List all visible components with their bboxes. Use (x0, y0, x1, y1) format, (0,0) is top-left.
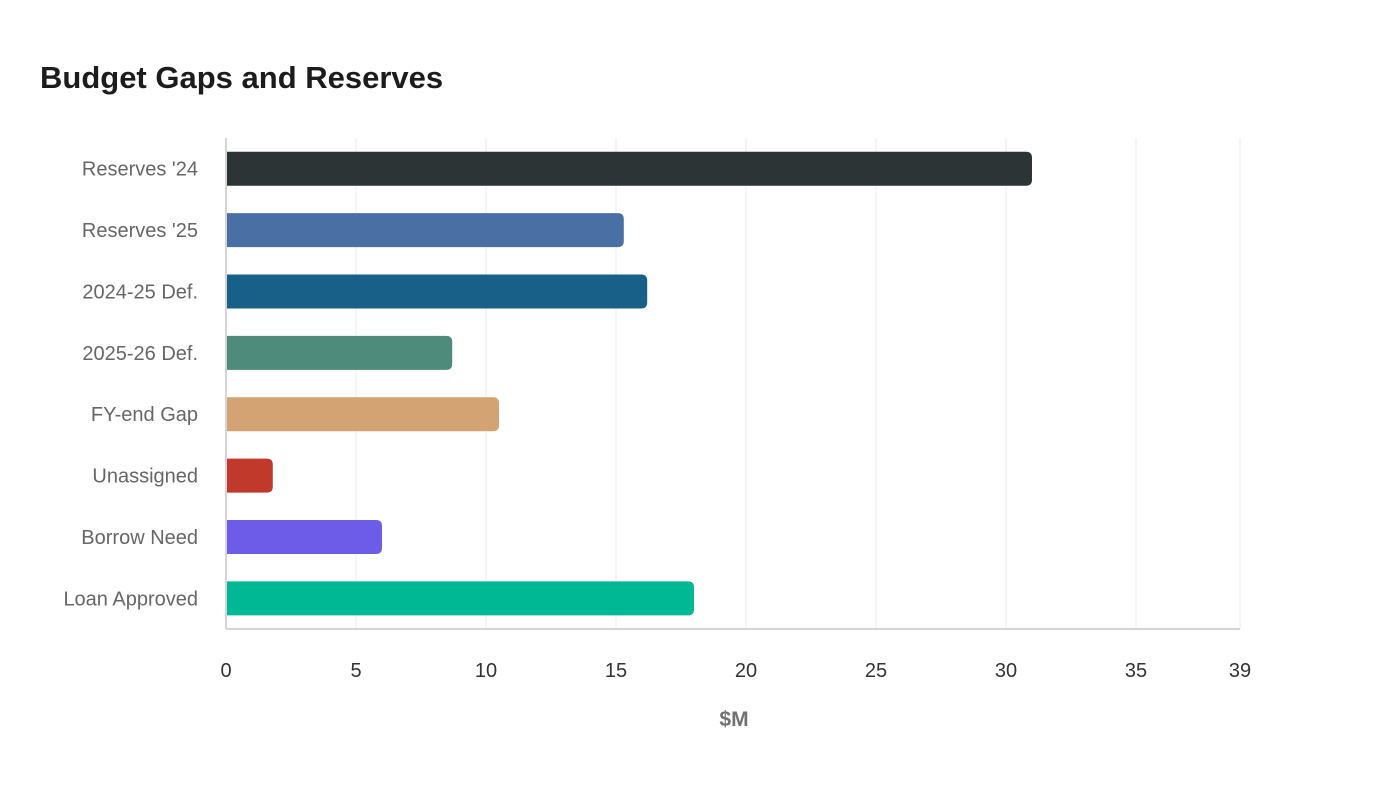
gridlines (355, 138, 1241, 629)
category-label: Loan Approved (63, 588, 198, 610)
bar (226, 458, 273, 493)
x-tick-label: 10 (475, 660, 497, 682)
bar (226, 397, 499, 432)
chart-title: Budget Gaps and Reserves (40, 60, 444, 95)
category-label: Reserves '24 (82, 159, 198, 181)
axes (225, 138, 1240, 630)
category-label: Unassigned (92, 466, 198, 488)
bar (226, 581, 694, 616)
x-tick-label: 5 (350, 660, 361, 682)
category-label: Borrow Need (81, 527, 198, 549)
x-tick-label: 0 (220, 660, 231, 682)
x-tick-label: 25 (865, 660, 887, 682)
category-label: Reserves '25 (82, 220, 198, 242)
bar (226, 335, 453, 370)
category-label: 2024-25 Def. (82, 281, 198, 303)
x-tick-label: 20 (735, 660, 757, 682)
bar (226, 519, 382, 554)
bar (226, 274, 648, 309)
category-label: FY-end Gap (91, 404, 198, 426)
x-tick-label: 30 (995, 660, 1017, 682)
x-tick-label: 15 (605, 660, 627, 682)
bars (226, 151, 1032, 616)
bar (226, 151, 1032, 186)
x-tick-labels: 0 5 10 15 20 25 30 35 39 (220, 660, 1251, 682)
x-tick-label: 39 (1229, 660, 1251, 682)
x-tick-label: 35 (1125, 660, 1147, 682)
bar (226, 213, 624, 248)
category-label: 2025-26 Def. (82, 343, 198, 365)
category-labels: Reserves '24 Reserves '25 2024-25 Def. 2025… (63, 159, 198, 611)
x-axis-title: $M (719, 708, 748, 731)
